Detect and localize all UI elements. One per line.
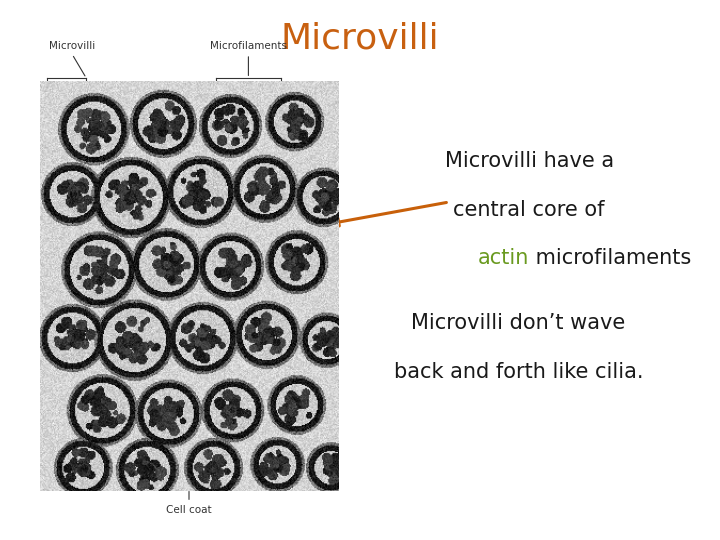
Text: central core of: central core of xyxy=(454,200,605,220)
Text: Microvilli don’t wave: Microvilli don’t wave xyxy=(411,313,626,333)
Text: Microvilli: Microvilli xyxy=(49,41,95,51)
Text: back and forth like cilia.: back and forth like cilia. xyxy=(394,362,643,382)
Text: actin: actin xyxy=(478,248,529,268)
Text: Microvilli: Microvilli xyxy=(281,22,439,56)
Text: Cell coat: Cell coat xyxy=(166,505,212,515)
Text: microfilaments: microfilaments xyxy=(529,248,691,268)
Text: Microvilli have a: Microvilli have a xyxy=(445,151,613,171)
Text: Microfilaments: Microfilaments xyxy=(210,41,287,51)
